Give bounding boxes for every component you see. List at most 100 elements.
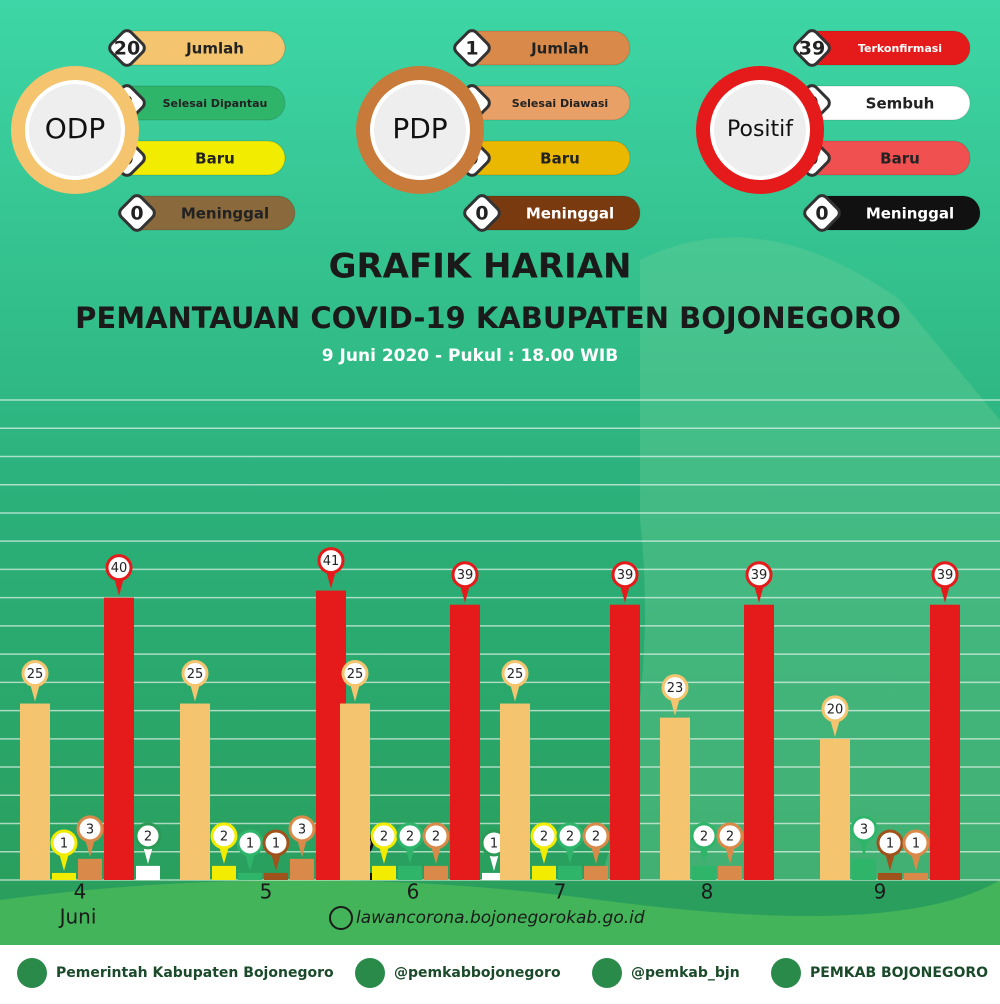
month-label: Juni [58,905,97,929]
label-badge [21,660,49,688]
label-badge [611,561,639,589]
bar [500,703,530,880]
label-pin [591,845,601,864]
web-icon [329,906,353,930]
bar [340,703,370,880]
bar [450,604,480,880]
label-badge [396,822,424,850]
facebook-icon [17,958,47,988]
status-value: 20 [114,38,140,60]
youtube-icon [771,958,801,988]
label-badge [288,815,316,843]
label-pin [190,683,200,702]
data-label: 1 [490,836,498,851]
label-pin [565,845,575,864]
label-pin [489,852,499,871]
label-badge [821,695,849,723]
bar [424,865,448,880]
status-label: Selesai Dipantau [163,97,268,110]
label-badge [902,829,930,857]
data-label: 1 [912,836,920,851]
bar [610,604,640,880]
label-badge [422,822,450,850]
status-label: Baru [880,150,920,168]
panel-title: Positif [727,117,794,142]
panel-core [370,80,470,180]
label-badge [341,660,369,688]
label-pin [245,852,255,871]
label-pin [85,838,95,857]
label-pin [620,584,630,603]
status-badge [118,194,156,232]
label-badge [134,822,162,850]
data-label: 39 [751,568,768,583]
bar [744,604,774,880]
status-label: Meninggal [526,205,614,223]
bar [930,604,960,880]
label-pin [30,683,40,702]
data-label: 2 [592,829,600,844]
label-badge [931,561,959,589]
data-label: 1 [246,836,254,851]
label-badge [210,822,238,850]
bar [238,872,262,880]
label-pin [143,845,153,864]
label-badge [105,554,133,582]
x-tick-label: 9 [874,880,887,904]
bar [482,872,506,880]
data-label: 39 [617,568,634,583]
chart-title: GRAFIK HARIAN [329,247,632,287]
status-value: 39 [799,38,825,60]
label-pin [297,838,307,857]
chart-subtitle: PEMANTAUAN COVID-19 KABUPATEN BOJONEGORO [75,301,901,335]
status-badge [463,194,501,232]
status-value: 0 [130,203,143,225]
x-tick-label: 7 [554,880,567,904]
label-pin [754,584,764,603]
label-badge [716,822,744,850]
data-label: 2 [380,829,388,844]
label-pin [350,683,360,702]
data-label: 2 [406,829,414,844]
data-label: 2 [540,829,548,844]
status-badge [453,29,491,67]
x-tick-label: 4 [74,880,87,904]
label-badge [661,674,689,702]
bar [104,597,134,880]
label-badge [876,829,904,857]
panel-core [25,80,125,180]
bar [820,738,850,880]
bar [584,865,608,880]
bar [264,872,288,880]
status-label: Terkonfirmasi [858,42,942,55]
data-label: 3 [86,822,94,837]
bar [718,865,742,880]
map-shape [600,237,1000,880]
label-pin [830,718,840,737]
bar [290,858,314,880]
data-label: 2 [726,829,734,844]
twitter: @pemkab_bjn [631,965,740,981]
data-label: 2 [144,829,152,844]
data-label: 39 [457,568,474,583]
label-pin [379,845,389,864]
label-pin [114,577,124,596]
x-tick-label: 8 [701,880,714,904]
footer-bar [0,945,1000,1000]
youtube: PEMKAB BOJONEGORO [810,965,988,981]
data-label: 1 [886,836,894,851]
data-label: 2 [700,829,708,844]
data-label: 40 [111,561,128,576]
label-pin [510,683,520,702]
label-pin [911,852,921,871]
label-pin [725,845,735,864]
label-badge [501,660,529,688]
label-badge [317,547,345,575]
status-label: Sembuh [866,95,935,113]
status-label: Jumlah [530,40,589,58]
label-pin [431,845,441,864]
label-pin [271,852,281,871]
data-label: 3 [298,822,306,837]
